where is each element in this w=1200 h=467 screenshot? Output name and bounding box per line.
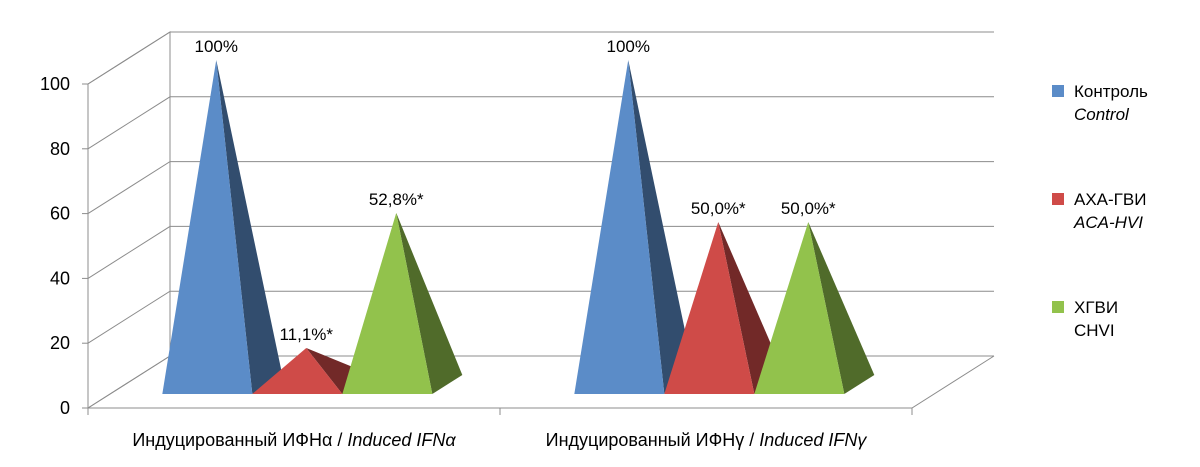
gridline xyxy=(87,161,994,215)
bar-front-face xyxy=(162,60,253,394)
legend-label: ХГВИ xyxy=(1074,298,1118,317)
bar-front-face xyxy=(754,222,845,394)
data-label: 50,0%* xyxy=(781,199,836,218)
data-label: 11,1%* xyxy=(279,325,333,344)
y-tick-label: 20 xyxy=(50,333,70,353)
legend-label: Контроль xyxy=(1074,82,1148,101)
y-tick-label: 80 xyxy=(50,139,70,159)
bar-side-face xyxy=(628,60,695,394)
data-label: 52,8%* xyxy=(369,190,424,209)
legend-label-en: ACA-HVI xyxy=(1073,213,1143,232)
bar xyxy=(754,222,875,394)
bar xyxy=(574,60,695,394)
gridline xyxy=(87,96,994,150)
bar-front-face xyxy=(252,348,343,394)
bar-front-face xyxy=(342,212,433,394)
legend-item: Контроль Control xyxy=(1052,82,1148,124)
y-tick-label: 40 xyxy=(50,268,70,288)
legend-layer: Контроль Control АХА-ГВИ ACA-HVI ХГВИ CHVI xyxy=(1052,82,1148,340)
y-tick-label: 60 xyxy=(50,204,70,224)
axis-layer: 0 20 40 60 80 100 Индуцированный ИФНα / Induce… xyxy=(40,74,995,450)
grid-layer xyxy=(87,31,994,409)
bars-layer xyxy=(162,60,875,394)
category-label: Индуцированный ИФНγ / Induced IFNγ xyxy=(546,430,868,450)
left-wall xyxy=(87,31,171,409)
legend-swatch xyxy=(1052,85,1064,97)
labels-layer: 100% 11,1%* 52,8%* 100% 50,0%* 50,0%* xyxy=(194,37,836,344)
data-label: 100% xyxy=(606,37,649,56)
gridline xyxy=(87,31,994,85)
bar xyxy=(162,60,283,394)
bar-side-face xyxy=(216,60,283,394)
y-tick-label: 0 xyxy=(60,398,70,418)
y-tick-label: 100 xyxy=(40,74,70,94)
bar-front-face xyxy=(574,60,665,394)
legend-label: АХА-ГВИ xyxy=(1074,190,1146,209)
data-label: 100% xyxy=(194,37,237,56)
bar xyxy=(342,212,463,394)
legend-swatch xyxy=(1052,301,1064,313)
bar-side-face xyxy=(808,222,875,394)
category-label: Индуцированный ИФНα / Induced IFNα xyxy=(132,430,456,450)
bar-front-face xyxy=(664,222,755,394)
legend-swatch xyxy=(1052,193,1064,205)
bar-side-face xyxy=(396,212,463,394)
legend-item: АХА-ГВИ ACA-HVI xyxy=(1052,190,1146,232)
legend-item: ХГВИ CHVI xyxy=(1052,298,1118,340)
data-label: 50,0%* xyxy=(691,199,746,218)
legend-label-en: Control xyxy=(1074,105,1130,124)
legend-label-en: CHVI xyxy=(1074,321,1115,340)
